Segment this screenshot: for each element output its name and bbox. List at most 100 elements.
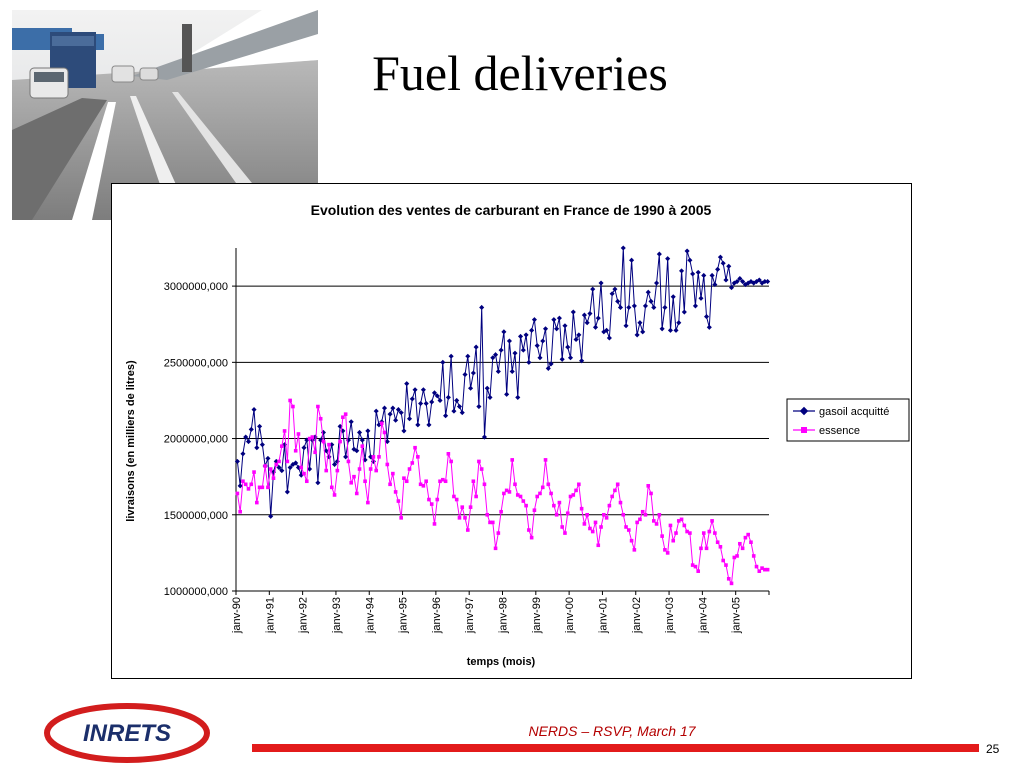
series-0-point bbox=[240, 451, 246, 457]
series-0-point bbox=[651, 304, 657, 310]
xtick-label: janv-91 bbox=[264, 597, 276, 634]
y-tick-labels: 1000000,000 1500000,000 2000000,000 2500000… bbox=[164, 281, 228, 598]
series-1-point bbox=[649, 491, 653, 496]
slide-title: Fuel deliveries bbox=[372, 45, 668, 101]
series-0-point bbox=[506, 338, 512, 344]
series-1-point bbox=[349, 480, 354, 485]
series-0-point bbox=[648, 298, 654, 304]
series-1-point bbox=[610, 494, 614, 499]
series-1-point bbox=[651, 519, 656, 523]
series-1-point bbox=[688, 531, 692, 535]
series-1-point bbox=[604, 516, 609, 520]
xtick-label: janv-95 bbox=[398, 597, 410, 634]
series-1-point bbox=[624, 525, 628, 529]
series-1-point bbox=[515, 493, 520, 497]
series-1-point bbox=[654, 522, 659, 526]
series-1-point bbox=[463, 516, 467, 520]
legend-marker-gasoil bbox=[799, 406, 809, 416]
legend: gasoil acquitté essence bbox=[786, 398, 910, 442]
series-0-point bbox=[717, 254, 723, 260]
series-1-point bbox=[690, 563, 695, 567]
xtick-label: janv-02 bbox=[631, 597, 643, 634]
series-1-point bbox=[490, 520, 495, 525]
series-1-point bbox=[316, 404, 320, 409]
xtick-label: janv-93 bbox=[331, 597, 343, 634]
series-1-point bbox=[618, 500, 623, 505]
footer-text: NERDS – RSVP, March 17 bbox=[528, 723, 696, 739]
series-1-point bbox=[527, 528, 531, 532]
series-1-point bbox=[377, 455, 381, 459]
series-1-point bbox=[668, 523, 673, 528]
series-1-point bbox=[399, 516, 403, 520]
series-1-point bbox=[593, 520, 598, 525]
series-0-point bbox=[501, 329, 507, 335]
series-0-point bbox=[301, 445, 307, 451]
series-1-point bbox=[260, 485, 265, 490]
series-1-point bbox=[502, 491, 506, 496]
series-0-point bbox=[673, 327, 679, 333]
series-1-point bbox=[471, 479, 476, 484]
series-0-point bbox=[437, 397, 443, 403]
series-0-point bbox=[515, 394, 521, 400]
series-0-point bbox=[409, 396, 415, 402]
series-1-point bbox=[560, 525, 564, 529]
series-1-point bbox=[441, 477, 445, 482]
series-0-point bbox=[381, 405, 388, 411]
series-0-point bbox=[684, 248, 690, 254]
series-0-point bbox=[387, 411, 393, 417]
series-0-point bbox=[615, 298, 621, 304]
series-0-point bbox=[626, 304, 632, 310]
series-1-point bbox=[271, 476, 276, 480]
series-0-point bbox=[420, 387, 426, 393]
series-1-point bbox=[293, 448, 298, 453]
xtick-label: janv-99 bbox=[531, 597, 543, 634]
series-0-point bbox=[415, 422, 421, 428]
series-1-point bbox=[391, 471, 395, 476]
series-0-point bbox=[257, 423, 263, 429]
series-1-point bbox=[554, 512, 559, 517]
series-1-point bbox=[693, 564, 698, 569]
series-0-point bbox=[498, 347, 504, 353]
series-1-point bbox=[646, 484, 651, 488]
series-1-point bbox=[385, 462, 390, 467]
series-0-point bbox=[365, 428, 371, 434]
series-1-point bbox=[296, 432, 301, 436]
series-1-point bbox=[418, 482, 423, 487]
series-0-point bbox=[581, 312, 587, 318]
series-1-point bbox=[549, 491, 553, 496]
series-0-point bbox=[570, 309, 576, 315]
series-1-point bbox=[454, 497, 459, 502]
series-0-point bbox=[495, 368, 501, 375]
series-1-point bbox=[374, 468, 378, 473]
series-1-point bbox=[343, 412, 348, 416]
series-1-point bbox=[346, 459, 351, 464]
series-1-point bbox=[638, 517, 642, 522]
series-0-point bbox=[456, 403, 463, 410]
series-0-point bbox=[426, 422, 432, 428]
series-1-point bbox=[696, 569, 701, 573]
series-1-point bbox=[643, 512, 648, 517]
series-0-point bbox=[659, 326, 665, 332]
series-0-point bbox=[423, 400, 429, 407]
series-0-point bbox=[531, 317, 537, 323]
series-1-point bbox=[663, 548, 667, 552]
series-1-point bbox=[313, 450, 317, 455]
series-0-point bbox=[470, 370, 476, 376]
series-0-point bbox=[356, 429, 363, 436]
series-1-point bbox=[268, 467, 273, 471]
xtick-label: janv-01 bbox=[597, 597, 609, 634]
series-1-point bbox=[307, 436, 312, 441]
series-1-point bbox=[443, 479, 448, 484]
chart-frame bbox=[111, 183, 912, 679]
series-1-point bbox=[435, 497, 440, 502]
series-1-point bbox=[321, 439, 326, 444]
series-1-point bbox=[546, 482, 551, 487]
series-1-point bbox=[713, 531, 717, 535]
data-series bbox=[234, 245, 771, 586]
series-1-point bbox=[765, 567, 770, 572]
series-1-point bbox=[360, 444, 365, 448]
series-0-point bbox=[526, 359, 532, 365]
series-0-point bbox=[293, 460, 299, 466]
series-0-point bbox=[448, 353, 454, 359]
x-axis-label: temps (mois) bbox=[467, 656, 536, 668]
